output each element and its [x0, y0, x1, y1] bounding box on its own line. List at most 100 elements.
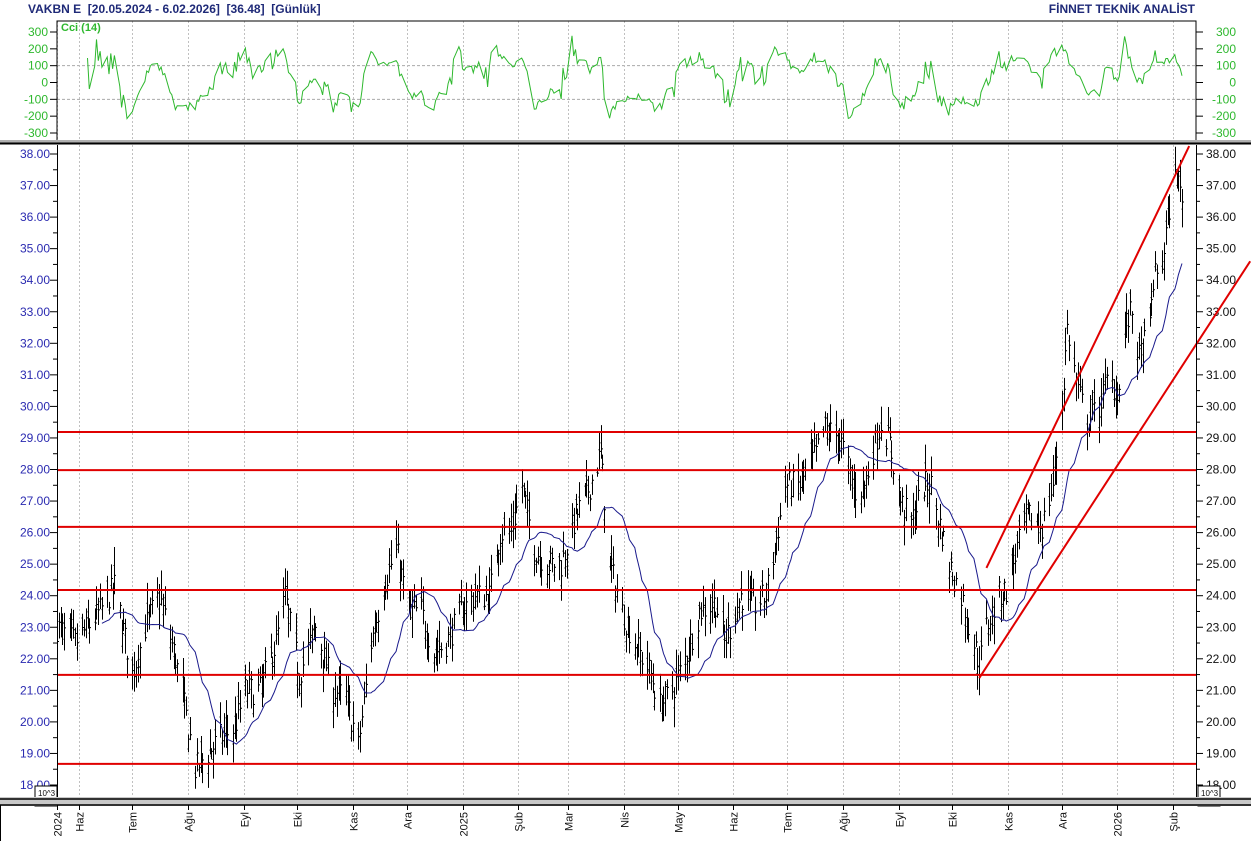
price-bar	[85, 608, 88, 639]
price-bar	[1048, 483, 1051, 517]
price-bar	[1136, 341, 1139, 380]
price-bar	[515, 484, 518, 514]
price-bar	[1168, 194, 1171, 229]
x-axis-label: Ara	[403, 811, 415, 829]
price-bars	[57, 146, 1184, 789]
price-axis-label-left: 20.00	[20, 715, 50, 729]
price-bar	[790, 480, 793, 507]
price-bar	[912, 492, 915, 536]
price-bar	[817, 431, 820, 445]
price-bar	[453, 608, 456, 629]
price-bar	[296, 661, 299, 699]
moving-average-line	[101, 263, 1183, 745]
price-bar	[786, 474, 789, 508]
price-bar	[1023, 503, 1026, 531]
price-bar	[119, 601, 122, 619]
price-bar	[528, 491, 531, 540]
x-axis-label: Ağu	[184, 812, 196, 832]
x-axis-label: Tem	[783, 812, 795, 833]
price-bar	[585, 459, 588, 498]
price-bar	[76, 623, 79, 661]
price-bar	[365, 663, 368, 698]
price-bar	[400, 560, 403, 582]
price-axis-label-left: 37.00	[20, 179, 50, 193]
price-bar	[314, 623, 317, 642]
price-bar	[967, 617, 970, 643]
price-bar	[767, 567, 770, 602]
price-bar	[939, 503, 942, 540]
price-axis-label-left: 19.00	[20, 746, 50, 760]
x-axis-label: Kas	[349, 812, 361, 831]
price-bar	[865, 465, 868, 499]
price-axis-label-left: 32.00	[20, 336, 50, 350]
x-axis-label: Ağu	[839, 812, 851, 832]
price-bar	[460, 579, 463, 606]
price-bar	[458, 593, 461, 615]
price-bar	[250, 671, 253, 709]
price-bar	[359, 720, 362, 753]
price-bar	[375, 612, 378, 632]
cci-axis-label-right: -200	[1212, 109, 1236, 123]
price-bar	[898, 474, 901, 507]
price-panel: 38.00 38.00 37.00 37.00 36.00 36.00 35.00 35.00…	[20, 145, 1251, 807]
price-bar	[1041, 523, 1044, 559]
price-bar	[422, 586, 425, 625]
price-bar	[662, 686, 665, 722]
price-bar	[232, 724, 235, 763]
price-bar	[734, 606, 737, 634]
cci-axis-label-left: 300	[28, 25, 48, 39]
price-bar	[133, 651, 136, 692]
price-bar	[264, 647, 267, 679]
x-axis-label: Haz	[729, 812, 741, 832]
price-bar	[824, 411, 827, 432]
price-bar	[878, 424, 881, 450]
price-bar	[246, 679, 249, 709]
price-bar	[562, 531, 565, 558]
cci-axes: 300 300 200 200 100 100 0 0 -100 -100 -200 -200 -300…	[24, 25, 1236, 140]
price-bar	[540, 557, 543, 586]
price-bar	[270, 633, 273, 658]
price-bar	[214, 719, 217, 755]
price-bar	[799, 475, 802, 501]
price-bar	[289, 607, 292, 632]
cci-axis-label-left: -300	[24, 126, 48, 140]
price-bar	[1116, 382, 1119, 416]
cci-panel: 300 300 200 200 100 100 0 0 -100 -100 -200 -200 -300…	[24, 20, 1236, 142]
price-bar	[1098, 396, 1101, 444]
price-bar	[101, 596, 104, 620]
x-axis-label: Mar	[564, 812, 576, 831]
price-bar	[526, 480, 529, 528]
price-bar	[144, 614, 147, 642]
price-axis-label-left: 27.00	[20, 494, 50, 508]
price-bar	[573, 507, 576, 550]
cci-axis-label-left: 0	[41, 76, 48, 90]
price-axis-label-right: 21.00	[1206, 683, 1236, 697]
price-bar	[566, 549, 569, 579]
x-axis-label: Şub	[514, 812, 526, 832]
price-bar	[436, 629, 439, 672]
price-bar	[332, 687, 335, 729]
price-bar	[1106, 366, 1109, 390]
price-bar	[815, 433, 818, 462]
price-axis-label-left: 29.00	[20, 431, 50, 445]
price-bar	[754, 596, 757, 631]
price-bar	[1018, 514, 1021, 550]
price-axis-label-right: 32.00	[1206, 336, 1236, 350]
price-bar	[74, 627, 77, 647]
price-bar	[302, 641, 305, 677]
price-bar	[621, 587, 624, 613]
price-bar	[937, 520, 940, 547]
price-bar	[1165, 210, 1168, 245]
price-bar	[185, 696, 188, 716]
cci-axis-label-right: -100	[1212, 92, 1236, 106]
price-bar	[987, 619, 990, 646]
cci-axis-label-right: 0	[1229, 76, 1236, 90]
price-bar	[1161, 250, 1164, 274]
price-bar	[601, 454, 604, 472]
price-bar	[508, 517, 511, 544]
x-axis-label: Eyl	[895, 812, 907, 827]
price-bar	[860, 491, 863, 514]
price-bar	[700, 602, 703, 626]
price-axis-label-right: 22.00	[1206, 652, 1236, 666]
price-bar	[287, 603, 290, 638]
